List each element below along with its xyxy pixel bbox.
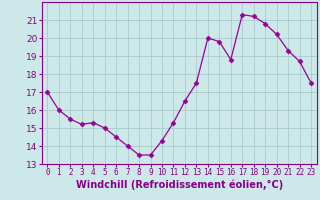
X-axis label: Windchill (Refroidissement éolien,°C): Windchill (Refroidissement éolien,°C) [76,180,283,190]
